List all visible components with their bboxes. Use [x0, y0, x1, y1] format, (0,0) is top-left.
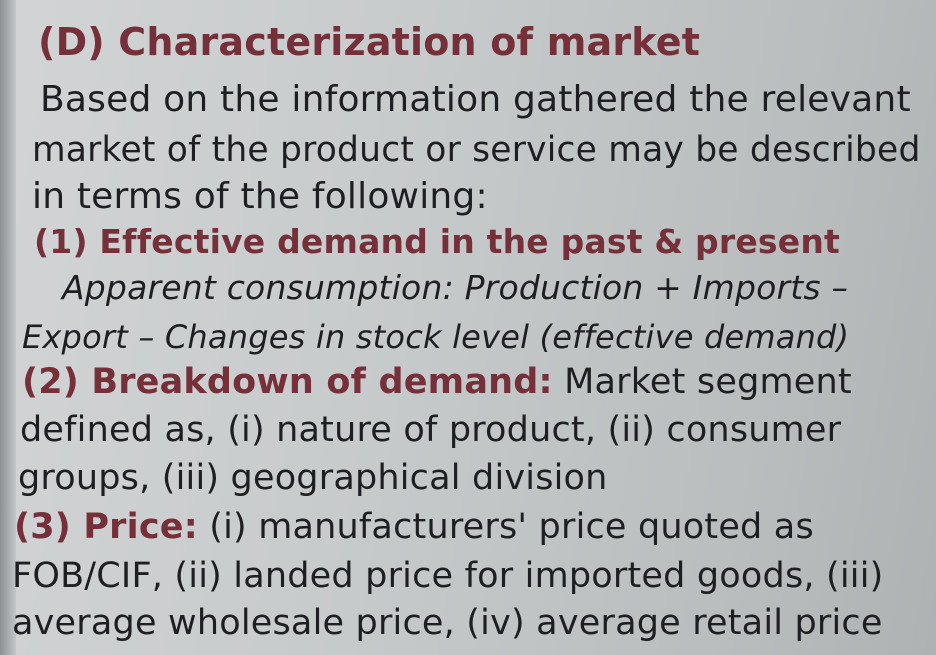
intro-line-1: Based on the information gathered the re… — [40, 79, 911, 120]
item-1-line-1: Apparent consumption: Production + Impor… — [62, 268, 849, 307]
item-3-first-line: (3) Price: (i) manufacturers' price quot… — [14, 507, 814, 547]
item-2-line-1: defined as, (i) nature of product, (ii) … — [20, 410, 842, 450]
item-2-first-line: (2) Breakdown of demand: Market segment — [22, 362, 852, 402]
intro-line-3: in terms of the following: — [32, 176, 488, 217]
slide-edge — [0, 0, 16, 655]
item-2-rest: Market segment — [552, 362, 852, 402]
intro-line-2: market of the product or service may be … — [32, 130, 921, 170]
item-1-heading: (1) Effective demand in the past & prese… — [34, 222, 841, 261]
item-3-line-1: FOB/CIF, (ii) landed price for imported … — [12, 556, 884, 596]
item-2-line-2: groups, (iii) geographical division — [18, 458, 608, 498]
item-1-line-2: Export – Changes in stock level (effecti… — [22, 318, 850, 356]
item-2-lead: (2) Breakdown of demand: — [22, 362, 553, 402]
section-title: (D) Characterization of market — [38, 20, 701, 64]
item-3-lead: (3) Price: — [14, 507, 198, 547]
item-3-line-2: average wholesale price, (iv) average re… — [12, 603, 883, 643]
item-3-rest: (i) manufacturers' price quoted as — [197, 507, 814, 547]
